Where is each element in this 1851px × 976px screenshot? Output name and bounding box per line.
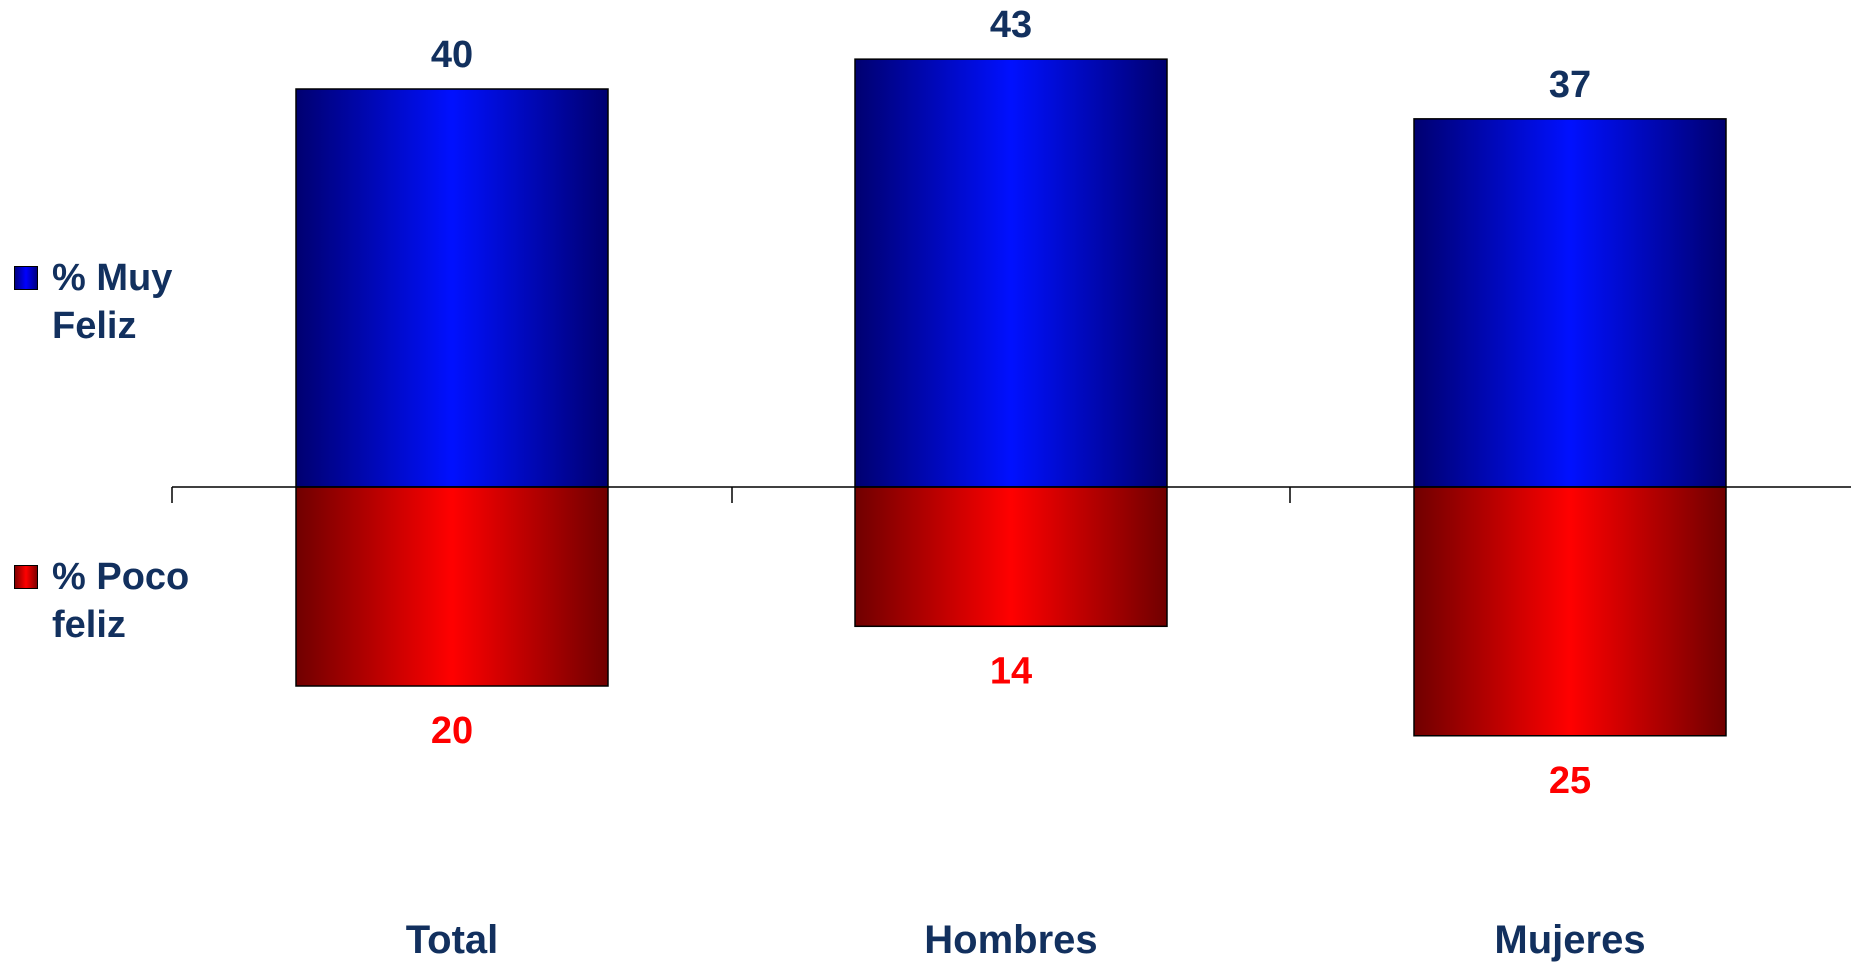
data-label-poco-feliz-total: 20 bbox=[431, 710, 473, 752]
data-label-muy-feliz-mujeres: 37 bbox=[1549, 64, 1591, 106]
x-axis bbox=[171, 486, 1851, 503]
legend-swatch-red bbox=[14, 565, 38, 589]
legend: % Muy Feliz bbox=[14, 254, 234, 350]
bar-poco-feliz-hombres bbox=[854, 486, 1168, 628]
bar-muy-feliz-mujeres bbox=[1413, 118, 1727, 488]
data-label-poco-feliz-hombres: 14 bbox=[990, 650, 1032, 692]
labels-layer: 40 20 Total 43 14 Hombres 37 25 Mujeres bbox=[406, 4, 1646, 962]
legend-lower: % Poco feliz bbox=[14, 553, 234, 649]
bars-layer bbox=[295, 58, 1727, 737]
data-label-poco-feliz-mujeres: 25 bbox=[1549, 760, 1591, 802]
bar-poco-feliz-total bbox=[295, 486, 609, 687]
legend-label-muy-feliz: % Muy Feliz bbox=[52, 257, 173, 347]
legend-label-poco-feliz: % Poco feliz bbox=[52, 556, 190, 646]
bar-muy-feliz-total bbox=[295, 88, 609, 488]
bar-muy-feliz-hombres bbox=[854, 58, 1168, 488]
data-label-muy-feliz-total: 40 bbox=[431, 34, 473, 76]
bar-poco-feliz-mujeres bbox=[1413, 486, 1727, 737]
legend-swatch-blue bbox=[14, 266, 38, 290]
legend-item-muy-feliz: % Muy Feliz bbox=[14, 254, 234, 350]
tick-label-total: Total bbox=[406, 918, 499, 962]
legend-item-poco-feliz: % Poco feliz bbox=[14, 553, 234, 649]
tick-label-hombres: Hombres bbox=[924, 918, 1097, 962]
data-label-muy-feliz-hombres: 43 bbox=[990, 4, 1032, 46]
tick-label-mujeres: Mujeres bbox=[1494, 918, 1645, 962]
